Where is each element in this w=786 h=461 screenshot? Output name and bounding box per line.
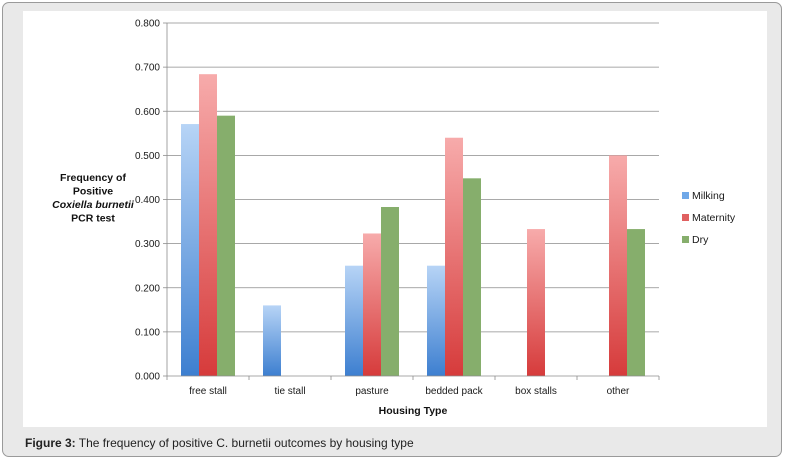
- y-tick-label: 0.400: [135, 195, 160, 206]
- x-axis-title: Housing Type: [379, 405, 448, 417]
- bar-chart: 0.000 0.100 0.200 0.300 0.400 0.500 0.600 0.700…: [52, 19, 736, 418]
- bar-milking-pasture: [345, 265, 363, 376]
- legend-swatch-maternity: [682, 214, 689, 221]
- bar-dry-pasture: [381, 207, 399, 376]
- y-tick-label: 0.600: [135, 107, 160, 118]
- y-axis-title: Frequency of Positive Coxiella burnetii PCR…: [52, 172, 135, 225]
- legend-label-dry: Dry: [692, 234, 709, 246]
- caption-label: Figure 3:: [25, 436, 76, 450]
- legend-label-milking: Milking: [692, 190, 725, 202]
- axes: [163, 22, 660, 380]
- bar-maternity-pasture: [363, 233, 381, 376]
- bars: [181, 74, 645, 376]
- bar-dry-other: [627, 229, 645, 376]
- y-tick-label: 0.800: [135, 19, 160, 30]
- y-tick-label: 0.300: [135, 239, 160, 250]
- bar-milking-free-stall: [181, 124, 199, 376]
- figure-frame: 0.000 0.100 0.200 0.300 0.400 0.500 0.600 0.700…: [2, 2, 782, 457]
- bar-maternity-other: [609, 155, 627, 376]
- bar-dry-free-stall: [217, 115, 235, 376]
- y-tick-label: 0.100: [135, 327, 160, 338]
- y-tick-label: 0.000: [135, 372, 160, 383]
- bar-milking-bedded-pack: [427, 265, 445, 376]
- bar-maternity-box-stalls: [527, 229, 545, 376]
- figure-caption: Figure 3: The frequency of positive C. b…: [25, 436, 414, 450]
- x-tick-label: box stalls: [515, 386, 557, 397]
- y-tick-label: 0.200: [135, 283, 160, 294]
- y-tick-label: 0.500: [135, 151, 160, 162]
- x-tick-label: free stall: [189, 386, 227, 397]
- bar-dry-bedded-pack: [463, 178, 481, 376]
- chart-panel: 0.000 0.100 0.200 0.300 0.400 0.500 0.600 0.700…: [23, 11, 767, 427]
- legend-swatch-milking: [682, 192, 689, 199]
- caption-text: The frequency of positive C. burnetii ou…: [75, 436, 414, 450]
- y-tick-label: 0.700: [135, 63, 160, 74]
- x-tick-label: bedded pack: [425, 386, 483, 397]
- legend: Milking Maternity Dry: [682, 190, 736, 246]
- x-tick-label: other: [607, 386, 630, 397]
- x-tick-label: pasture: [355, 386, 389, 397]
- bar-maternity-bedded-pack: [445, 137, 463, 376]
- legend-label-maternity: Maternity: [692, 212, 736, 224]
- bar-maternity-free-stall: [199, 74, 217, 376]
- bar-milking-tie-stall: [263, 305, 281, 376]
- labels: 0.000 0.100 0.200 0.300 0.400 0.500 0.600 0.700…: [52, 19, 630, 418]
- gridlines: [167, 22, 659, 333]
- legend-swatch-dry: [682, 236, 689, 243]
- x-tick-label: tie stall: [274, 386, 305, 397]
